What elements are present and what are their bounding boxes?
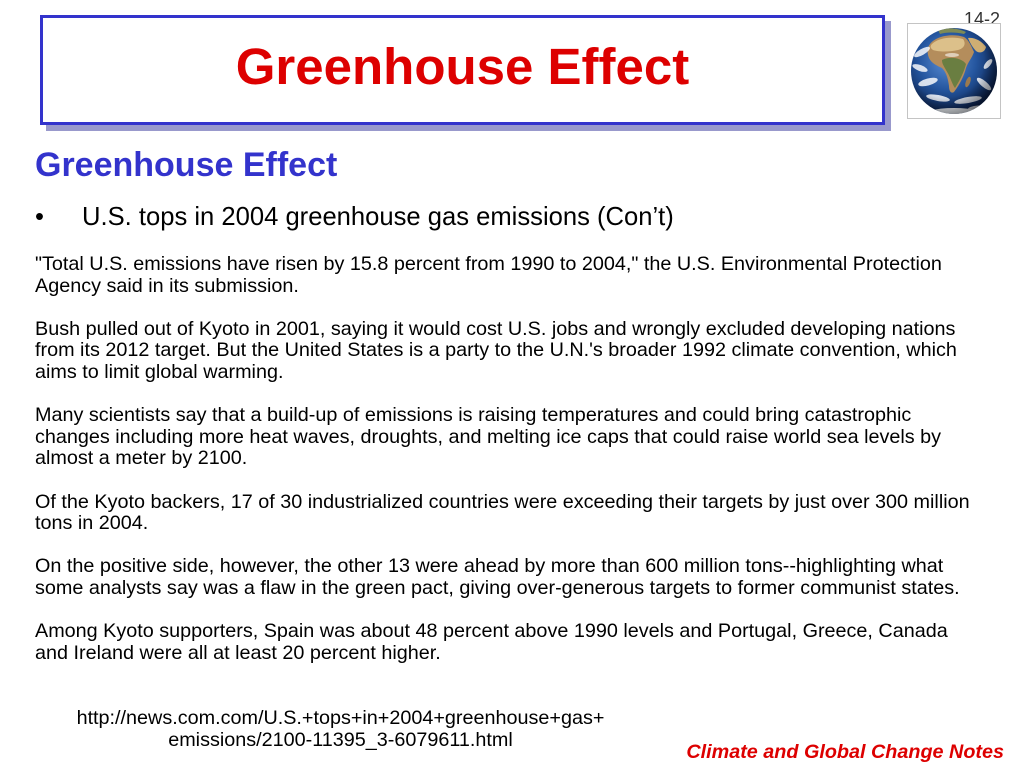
paragraph-line: Agency said in its submission. — [35, 274, 299, 297]
bullet-text: U.S. tops in 2004 greenhouse gas emissio… — [82, 203, 674, 231]
source-url-line: emissions/2100-11395_3-6079611.html — [168, 729, 513, 751]
bullet-item: • U.S. tops in 2004 greenhouse gas emiss… — [0, 203, 1024, 231]
body-text: "Total U.S. emissions have risen by 15.8… — [35, 253, 995, 686]
paragraph-line: some analysts say was a flaw in the gree… — [35, 576, 960, 599]
paragraph-line: Many scientists say that a build-up of e… — [35, 404, 912, 427]
globe-shading — [911, 28, 997, 114]
paragraph-bush-kyoto: Bush pulled out of Kyoto in 2001, saying… — [35, 317, 995, 384]
slide-title: Greenhouse Effect — [235, 38, 690, 95]
paragraph-line: and Ireland were all at least 20 percent… — [35, 641, 441, 664]
title-frame: Greenhouse Effect — [40, 15, 885, 125]
paragraph-kyoto-backers: Of the Kyoto backers, 17 of 30 industria… — [35, 490, 995, 535]
paragraph-line: On the positive side, however, the other… — [35, 555, 944, 578]
footer-note: Climate and Global Change Notes — [686, 741, 1004, 763]
paragraph-line: "Total U.S. emissions have risen by 15.8… — [35, 253, 942, 275]
paragraph-line: almost a meter by 2100. — [35, 447, 248, 470]
paragraph-line: Among Kyoto supporters, Spain was about … — [35, 620, 948, 643]
paragraph-emissions-rise: "Total U.S. emissions have risen by 15.8… — [35, 253, 995, 297]
paragraph-line: from its 2012 target. But the United Sta… — [35, 339, 957, 362]
earth-globe-icon — [911, 28, 997, 114]
paragraph-line: Of the Kyoto backers, 17 of 30 industria… — [35, 490, 970, 513]
section-heading: Greenhouse Effect — [35, 146, 338, 184]
paragraph-positive-side: On the positive side, however, the other… — [35, 556, 995, 599]
paragraph-line: aims to limit global warming. — [35, 360, 284, 383]
source-url: http://news.com.com/U.S.+tops+in+2004+gr… — [0, 707, 681, 751]
source-url-line: http://news.com.com/U.S.+tops+in+2004+gr… — [76, 707, 605, 729]
paragraph-line: tons in 2004. — [35, 512, 149, 535]
earth-image-frame — [907, 23, 1001, 119]
paragraph-line: changes including more heat waves, droug… — [35, 425, 942, 448]
bullet-marker: • — [35, 203, 44, 231]
paragraph-kyoto-supporters: Among Kyoto supporters, Spain was about … — [35, 620, 995, 664]
paragraph-line: Bush pulled out of Kyoto in 2001, saying… — [35, 317, 956, 340]
paragraph-scientists-warning: Many scientists say that a build-up of e… — [35, 405, 995, 470]
